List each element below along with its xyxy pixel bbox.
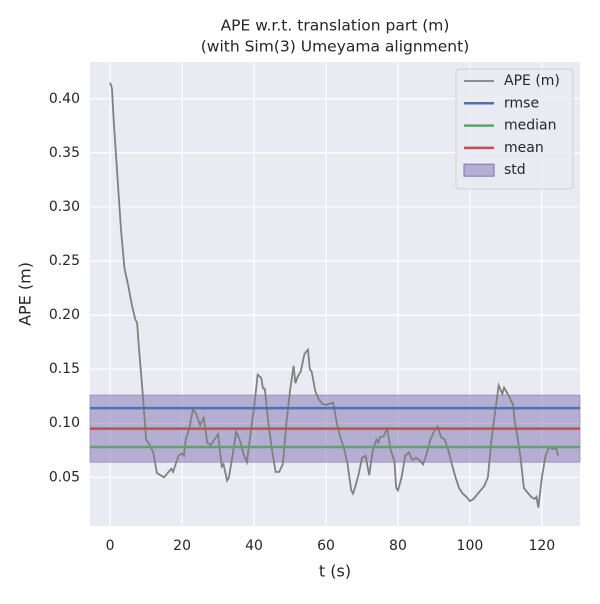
legend-label: std [504, 162, 526, 178]
y-tick-label: 0.40 [49, 91, 80, 107]
y-tick-label: 0.30 [49, 199, 80, 215]
x-tick-label: 40 [245, 538, 263, 554]
y-tick-label: 0.15 [49, 361, 80, 377]
legend-swatch [463, 163, 495, 177]
y-tick-label: 0.35 [49, 145, 80, 161]
y-tick-label: 0.05 [49, 469, 80, 485]
x-tick-label: 120 [528, 538, 555, 554]
y-tick-label: 0.25 [49, 253, 80, 269]
chart-subtitle: (with Sim(3) Umeyama alignment) [201, 38, 470, 56]
legend-label: mean [504, 140, 544, 156]
y-tick-label: 0.10 [49, 415, 80, 431]
legend-box [455, 68, 574, 190]
x-tick-label: 100 [457, 538, 484, 554]
x-tick-label: 80 [389, 538, 407, 554]
x-axis-label: t (s) [319, 562, 351, 581]
legend-label: APE (m) [504, 73, 560, 89]
legend-label: rmse [504, 95, 539, 111]
ape-line [109, 82, 559, 508]
x-tick-label: 0 [106, 538, 115, 554]
x-tick-label: 60 [317, 538, 335, 554]
y-axis-label: APE (m) [16, 262, 35, 326]
chart-title: APE w.r.t. translation part (m) [221, 17, 450, 35]
legend-label: median [504, 118, 556, 134]
y-tick-label: 0.20 [49, 307, 80, 323]
x-tick-label: 20 [173, 538, 191, 554]
